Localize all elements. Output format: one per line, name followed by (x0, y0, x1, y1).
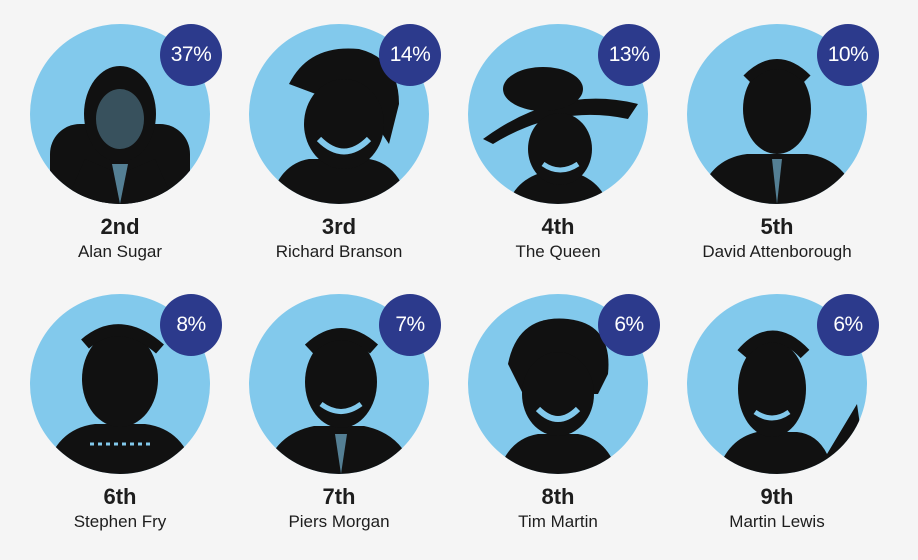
portrait-silhouette-icon (498, 318, 618, 474)
person-name: The Queen (515, 242, 601, 261)
person-card: 7% 7th Piers Morgan (219, 270, 441, 531)
portrait-silhouette-icon (50, 66, 190, 204)
person-card: 13% 4th The Queen (438, 0, 660, 261)
percent-badge: 6% (598, 294, 660, 356)
person-name: Tim Martin (518, 512, 598, 531)
person-name: Martin Lewis (729, 512, 825, 531)
portrait-silhouette-icon (717, 330, 867, 474)
person-card: 6% 8th Tim Martin (438, 270, 660, 531)
person-name: Piers Morgan (288, 512, 390, 531)
person-card: 10% 5th David Attenborough (657, 0, 879, 261)
percent-badge: 13% (598, 24, 660, 86)
percent-badge: 37% (160, 24, 222, 86)
rank-label: 5th (760, 214, 794, 239)
person-card: 6% 9th Martin Lewis (657, 270, 879, 531)
percent-badge: 7% (379, 294, 441, 356)
person-card: 37% 2nd Alan Sugar (0, 0, 222, 261)
portrait-silhouette-icon (697, 59, 859, 204)
rank-label: 7th (322, 484, 356, 509)
portrait-silhouette-icon (45, 324, 195, 474)
person-card: 14% 3rd Richard Branson (219, 0, 441, 261)
person-name: David Attenborough (702, 242, 852, 261)
percent-badge: 14% (379, 24, 441, 86)
person-card: 8% 6th Stephen Fry (0, 270, 222, 531)
person-name: Richard Branson (275, 242, 403, 261)
rank-label: 8th (541, 484, 575, 509)
rank-label: 9th (760, 484, 794, 509)
rank-label: 2nd (100, 214, 140, 239)
rank-label: 4th (541, 214, 575, 239)
portrait-silhouette-icon (269, 48, 409, 204)
rank-label: 6th (103, 484, 137, 509)
portrait-silhouette-icon (264, 328, 414, 474)
rank-label: 3rd (321, 214, 357, 239)
person-name: Stephen Fry (73, 512, 167, 531)
percent-badge: 10% (817, 24, 879, 86)
percent-badge: 8% (160, 294, 222, 356)
person-name: Alan Sugar (77, 242, 163, 261)
percent-badge: 6% (817, 294, 879, 356)
portrait-silhouette-icon (483, 67, 638, 204)
